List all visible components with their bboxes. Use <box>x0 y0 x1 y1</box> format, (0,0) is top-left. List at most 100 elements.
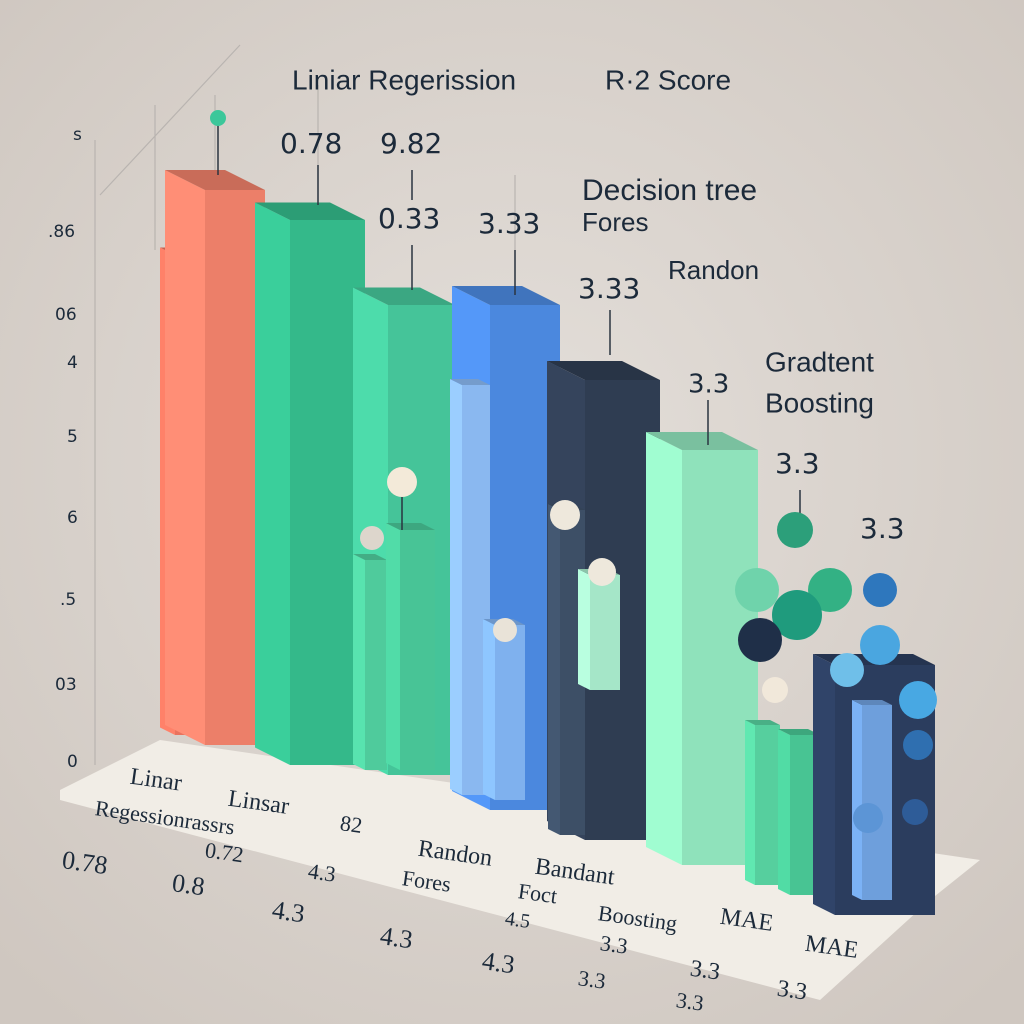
ball <box>210 110 226 126</box>
bar-label: 9.82 <box>380 127 442 160</box>
ball <box>738 618 782 662</box>
ball <box>853 803 883 833</box>
bar-label: 3.3 <box>775 447 820 480</box>
bar-shape <box>386 523 435 770</box>
footer-label: 82 <box>339 810 364 838</box>
bar-side <box>255 202 290 765</box>
axis-label: .86 <box>48 222 75 242</box>
ball <box>903 730 933 760</box>
bar-top <box>745 720 780 725</box>
footer-label: 3.3 <box>675 987 706 1016</box>
axis-label: s <box>73 125 82 145</box>
bar-top <box>778 729 820 735</box>
ball <box>387 467 417 497</box>
ball <box>735 568 779 612</box>
annotation: Decision tree <box>582 174 757 207</box>
axis-label: .5 <box>60 590 76 610</box>
bar-front <box>365 560 387 770</box>
ball <box>860 625 900 665</box>
footer-label: 4.3 <box>270 895 306 928</box>
annotation: Boosting <box>765 387 874 418</box>
bar-front <box>590 575 620 690</box>
bar-top <box>353 287 455 305</box>
ball <box>493 618 517 642</box>
bar-label: 0.78 <box>280 127 342 160</box>
footer-label: 0.8 <box>170 868 206 901</box>
ball <box>550 500 580 530</box>
footer-label: 4.5 <box>504 908 532 933</box>
bar-top <box>452 286 560 305</box>
bar-side <box>852 700 862 900</box>
ball <box>899 681 937 719</box>
ball <box>588 558 616 586</box>
bar-side <box>778 729 790 895</box>
axis-label: 0 <box>67 752 78 772</box>
footer-label: Foct <box>517 878 559 908</box>
bar-shape <box>255 202 365 765</box>
annotation: Randon <box>668 255 759 285</box>
bar-label: 3.3 <box>860 512 905 545</box>
bar-top <box>450 379 490 385</box>
metric-label: R·2 Score <box>605 64 731 95</box>
bar-label: 3.33 <box>478 207 540 240</box>
bar-side <box>386 523 400 770</box>
ball <box>772 590 822 640</box>
footer-label: 3.3 <box>688 956 721 986</box>
footer-label: 0.72 <box>204 837 246 867</box>
footer-label: 0.78 <box>60 845 109 880</box>
footer-label: 4.3 <box>480 946 516 979</box>
footer-label: 4.3 <box>307 858 338 887</box>
footer-label: 3.3 <box>577 965 608 994</box>
bar-front <box>495 625 525 800</box>
axis-label: 4 <box>67 353 78 373</box>
ball <box>360 526 384 550</box>
ball <box>808 568 852 612</box>
axis-label: 06 <box>55 305 77 325</box>
bar-front <box>755 725 780 885</box>
footer-label: 3.3 <box>775 976 808 1006</box>
bar-label: 3.3 <box>688 370 729 400</box>
bar-top <box>353 554 387 560</box>
axis-label: 03 <box>55 675 77 695</box>
bar-shape <box>165 170 265 745</box>
axis-label: 6 <box>67 508 78 528</box>
bar-label: 0.33 <box>378 202 440 235</box>
bar-shape <box>745 720 780 885</box>
bar-shape <box>852 700 892 900</box>
bar-side <box>813 654 835 915</box>
bar-front <box>862 705 892 900</box>
bar-top <box>852 700 892 705</box>
bar-side <box>165 170 205 745</box>
bar-shape <box>483 619 525 800</box>
title: Liniar Regerission <box>292 64 516 95</box>
footer-label: 3.3 <box>599 930 630 959</box>
bar-side <box>646 432 682 865</box>
bar-side <box>578 569 590 690</box>
bar-front <box>400 530 435 770</box>
bar-top <box>646 432 758 450</box>
bar-side <box>483 619 495 800</box>
ball <box>777 512 813 548</box>
footer-label: 4.3 <box>378 921 414 954</box>
ball <box>830 653 864 687</box>
bar-side <box>548 504 560 835</box>
bar-top <box>386 523 435 530</box>
bar-top <box>165 170 265 190</box>
bar-shape <box>353 554 387 770</box>
annotation: Gradtent <box>765 346 874 377</box>
annotation: Fores <box>582 207 648 237</box>
bar-top <box>255 202 365 220</box>
bar-label: 3.33 <box>578 272 640 305</box>
ball <box>902 799 928 825</box>
bar-side <box>745 720 755 885</box>
bar-side <box>353 554 365 770</box>
bar-side <box>450 379 462 795</box>
ball <box>863 573 897 607</box>
ball <box>762 677 788 703</box>
bar-top <box>547 361 660 380</box>
bar-front <box>290 220 365 765</box>
floor <box>60 740 980 1000</box>
bar-shape <box>578 569 620 690</box>
axis-label: 5 <box>67 427 78 447</box>
